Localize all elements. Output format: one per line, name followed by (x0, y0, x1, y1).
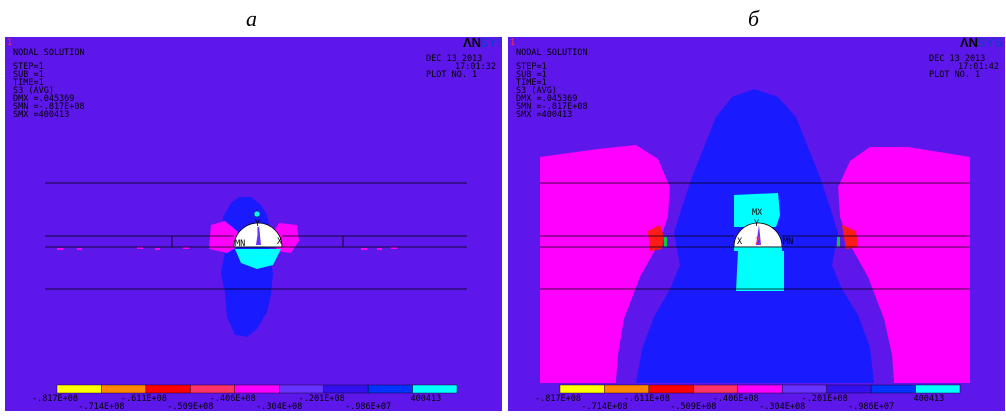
time-text: 17:01:42 (958, 62, 999, 72)
legend-label-bottom: -.509E+08 (167, 402, 213, 411)
ansys-logo-right: SYS (977, 37, 1003, 50)
legend-swatch (56, 384, 102, 394)
header-line-8: SMX =400413 (516, 110, 572, 120)
legend-label-top: 400413 (411, 394, 442, 404)
plot-no-text: PLOT NO. 1 (929, 70, 980, 80)
header-line-1: NODAL SOLUTION (13, 48, 85, 58)
mx-marker (253, 210, 261, 218)
caption-b: б (748, 6, 760, 31)
green-spot-right (837, 237, 840, 247)
legend-label-bottom: -.714E+08 (78, 402, 124, 411)
legend-swatch (870, 384, 916, 394)
time-text: 17:01:32 (455, 62, 496, 72)
header-line-3: SUB =1 (13, 70, 44, 80)
legend-label-bottom: -.986E+07 (848, 402, 894, 411)
legend-label-top: -.201E+08 (299, 394, 345, 404)
contour-panel-a: Y MN X 1 NODAL SOLUTION STEP=1 SUB =1 TI… (5, 37, 502, 411)
header-line-7: SMN =-.817E+08 (13, 102, 85, 112)
legend-label-bottom: -.304E+08 (759, 402, 805, 411)
legend-label-bottom: -.304E+08 (256, 402, 302, 411)
contour-plot-a: Y MN X 1 NODAL SOLUTION STEP=1 SUB =1 TI… (5, 37, 502, 411)
plot-no-text: PLOT NO. 1 (426, 70, 477, 80)
axis-triad: Y MN X (235, 219, 283, 249)
contour-panel-b: Y MX X Z MN 1 NODAL SOLUTION STEP=1 SUB … (508, 37, 1005, 411)
header-line-2: STEP=1 (516, 62, 547, 72)
caption-a: а (246, 6, 257, 31)
legend-swatch (559, 384, 605, 394)
legend-swatch (323, 384, 369, 394)
header-line-4: TIME=1 (13, 78, 44, 88)
mesh-lines (540, 182, 970, 290)
legend-label-top: -.406E+08 (210, 394, 256, 404)
legend-label-bottom: -.714E+08 (581, 402, 627, 411)
hole-bottom-strip (734, 247, 782, 251)
magenta-region-right (838, 147, 970, 383)
cyan-region-top (734, 193, 780, 227)
legend-swatch (145, 384, 191, 394)
header-line-2: STEP=1 (13, 62, 44, 72)
date-text: DEC 13 2013 (929, 54, 985, 64)
violet-band-left (616, 159, 698, 383)
legend-swatch (826, 384, 872, 394)
legend-swatch (604, 384, 650, 394)
red-spot-left (648, 225, 664, 251)
legend-label-top: -.201E+08 (802, 394, 848, 404)
legend-label-top: 400413 (914, 394, 945, 404)
mesh-lines (45, 182, 467, 290)
legend-swatch (101, 384, 147, 394)
green-spot-left (664, 237, 667, 247)
legend-label-top: -.406E+08 (713, 394, 759, 404)
legend-label-top: -.817E+08 (32, 394, 78, 404)
axis-triad: Y MX X Z MN (737, 208, 793, 247)
header-line-6: DMX =.045369 (13, 94, 74, 104)
magenta-dashes (57, 247, 397, 250)
contour-plot-b: Y MX X Z MN 1 NODAL SOLUTION STEP=1 SUB … (508, 37, 1005, 411)
legend-label-top: -.611E+08 (121, 394, 167, 404)
legend-b: -.817E+08 -.611E+08 -.406E+08 -.201E+08 4004… (535, 384, 961, 411)
header-line-8: SMX =400413 (13, 110, 69, 120)
legend-swatch (737, 384, 783, 394)
legend-swatch (915, 384, 961, 394)
header-line-3: SUB =1 (516, 70, 547, 80)
legend-swatch (648, 384, 694, 394)
mn-label: MN (235, 239, 245, 249)
header-line-4: TIME=1 (516, 78, 547, 88)
legend-label-bottom: -.509E+08 (670, 402, 716, 411)
z-axis-label: Z (755, 237, 760, 247)
y-axis-label: Y (754, 219, 759, 229)
red-spot-right (842, 225, 858, 249)
legend-swatch (412, 384, 458, 394)
cyan-region (235, 249, 281, 269)
mx-label: MX (752, 208, 763, 218)
header-line-6: DMX =.045369 (516, 94, 577, 104)
legend-swatch (279, 384, 324, 394)
header-line-5: S3 (AVG) (516, 86, 557, 96)
y-axis-label: Y (255, 219, 260, 229)
cyan-region-bottom (736, 251, 784, 291)
x-axis-label: X (277, 237, 283, 247)
legend-swatch (367, 384, 413, 394)
legend-swatch (234, 384, 280, 394)
legend-swatch (190, 384, 235, 394)
corner-number: 1 (510, 38, 515, 48)
x-axis-label: X (737, 237, 743, 247)
legend-a: -.817E+08 -.611E+08 -.406E+08 -.201E+08 4004… (32, 384, 458, 411)
legend-swatch (693, 384, 738, 394)
ansys-logo-left: ΛN (463, 37, 481, 50)
corner-number: 1 (7, 38, 12, 48)
magenta-region-left (540, 145, 670, 383)
header-line-7: SMN =-.817E+08 (516, 102, 588, 112)
legend-swatch (782, 384, 827, 394)
legend-label-top: -.817E+08 (535, 394, 581, 404)
header-line-5: S3 (AVG) (13, 86, 54, 96)
mn-label: MN (783, 237, 793, 247)
ansys-logo-left: ΛN (960, 37, 978, 50)
legend-label-top: -.611E+08 (624, 394, 670, 404)
magenta-region-left (209, 221, 237, 253)
header-line-1: NODAL SOLUTION (516, 48, 588, 58)
ansys-logo-right: SYS (480, 37, 502, 50)
date-text: DEC 13 2013 (426, 54, 482, 64)
legend-label-bottom: -.986E+07 (345, 402, 391, 411)
